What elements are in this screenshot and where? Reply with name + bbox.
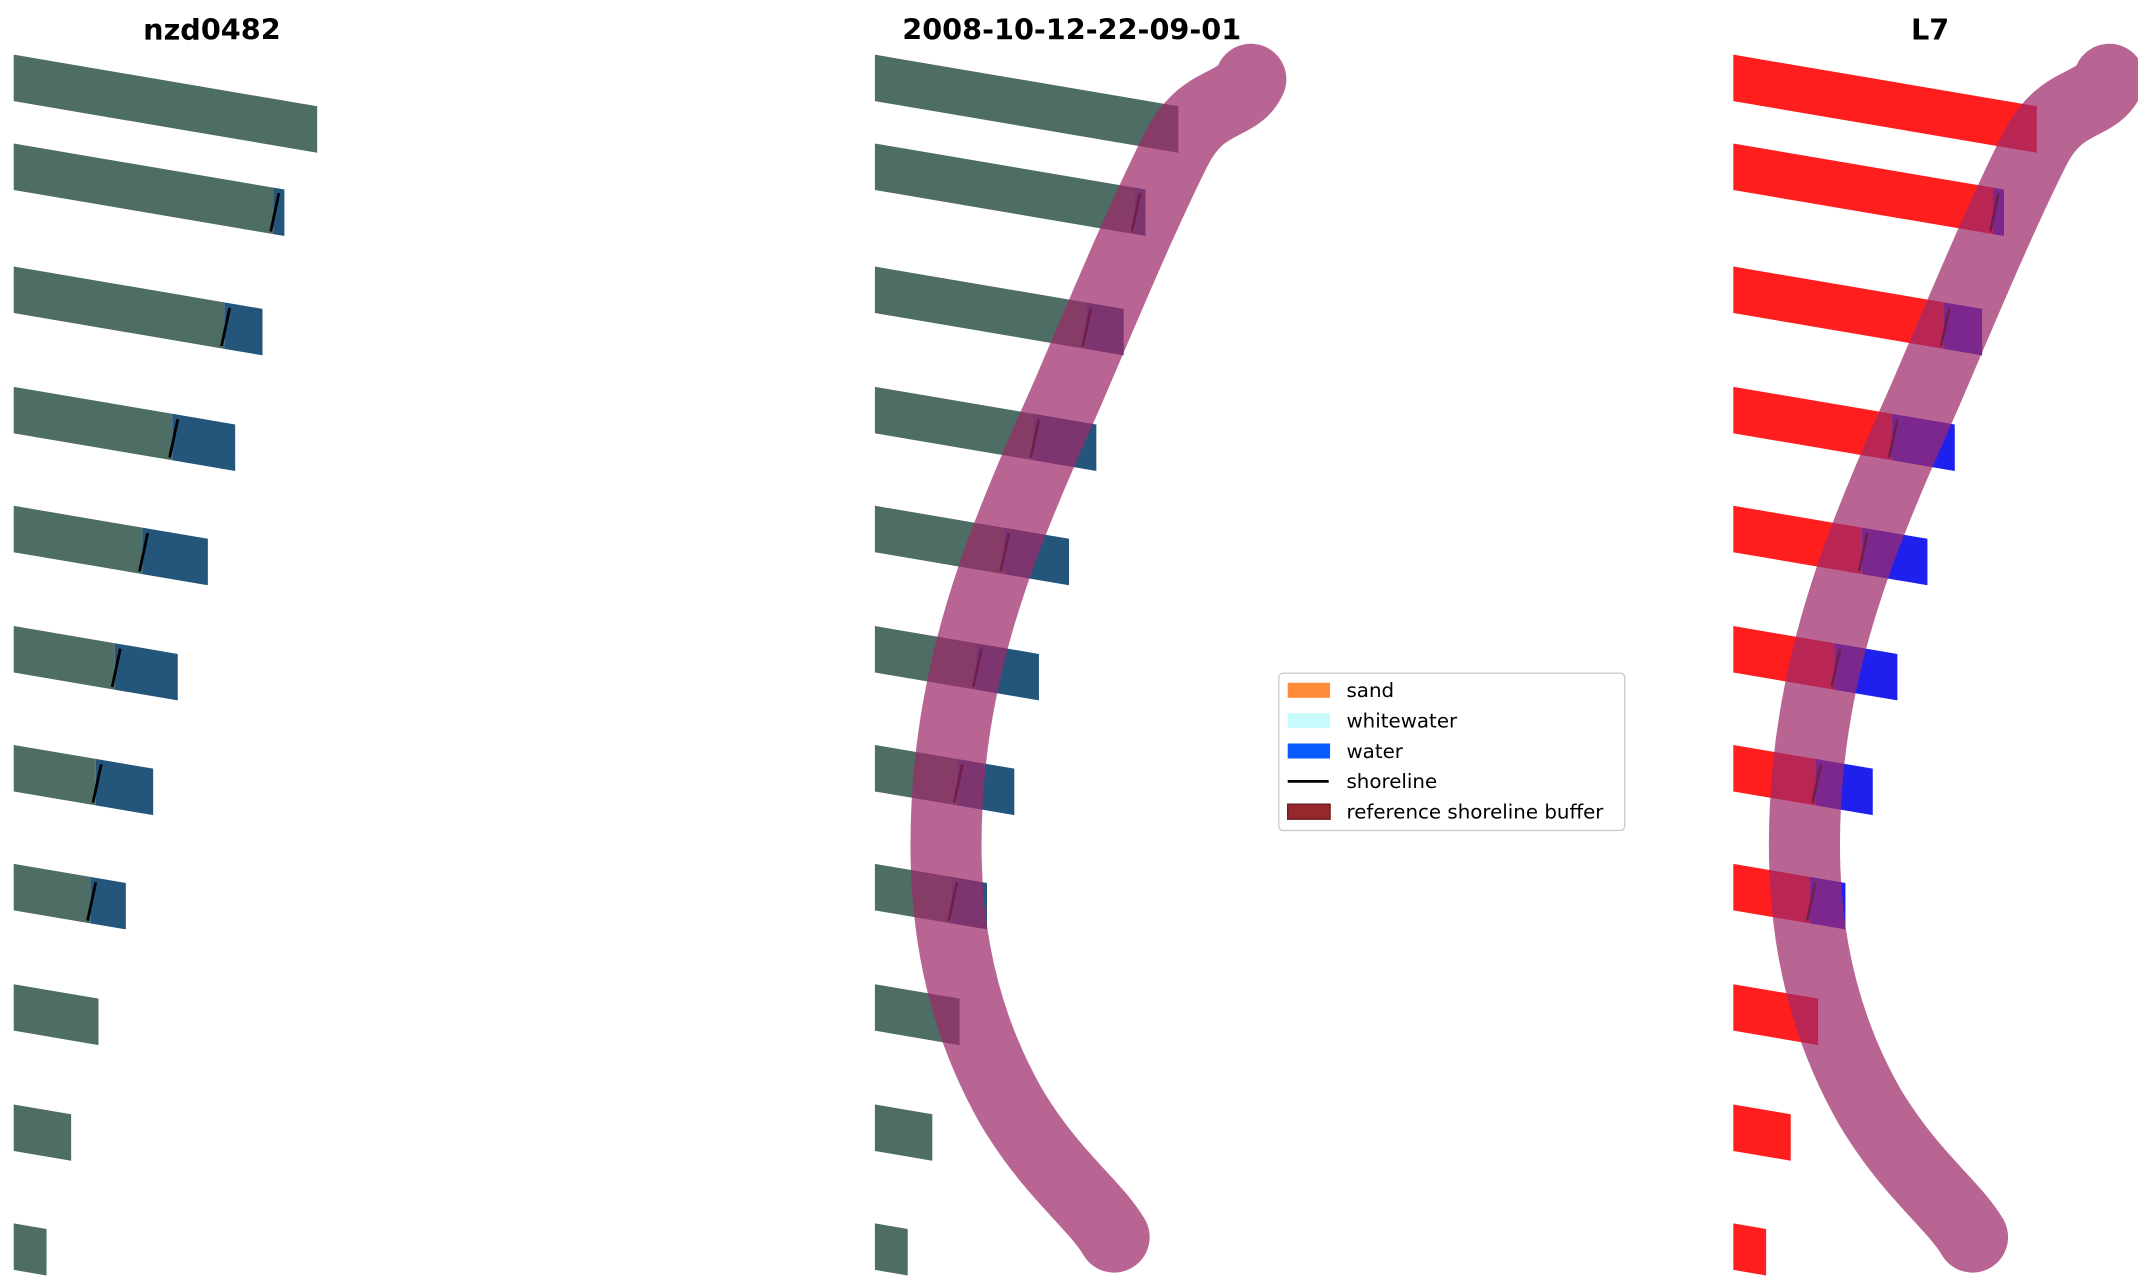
legend-label: reference shoreline buffer: [1346, 801, 1604, 824]
water-strip: [172, 413, 236, 471]
land-strip: [13, 266, 225, 349]
reference-shoreline-buffer: [910, 43, 1287, 1273]
legend-swatch-reference-shoreline-buffer: [1287, 803, 1331, 820]
shoreline: [138, 532, 150, 572]
legend-swatch-whitewater: [1287, 713, 1331, 729]
legend-label: sand: [1346, 679, 1394, 702]
legend-label: water: [1346, 740, 1403, 763]
legend-swatch-sand: [1287, 682, 1331, 698]
land-strip: [1733, 1104, 1791, 1161]
shoreline: [91, 764, 103, 803]
shoreline: [110, 648, 122, 688]
rgb-image-panel: [13, 54, 318, 1276]
land-strip: [874, 54, 1179, 153]
panel-title-middle: 2008-10-12-22-09-01: [902, 13, 1241, 47]
land-strip: [1733, 386, 1892, 461]
land-strip: [13, 744, 96, 806]
legend-label: shoreline: [1346, 770, 1437, 793]
legend-swatch-water: [1287, 743, 1331, 759]
land-strip: [13, 626, 115, 690]
panel-title-left: nzd0482: [143, 13, 281, 47]
land-strip: [1733, 54, 2037, 153]
water-strip: [224, 302, 263, 356]
panel-title-right: L7: [1911, 13, 1949, 47]
land-strip: [13, 143, 274, 235]
land-strip: [13, 1223, 47, 1276]
land-strip: [874, 1104, 933, 1161]
land-strip: [1733, 143, 1994, 235]
water-strip: [90, 876, 126, 930]
legend-label: whitewater: [1346, 709, 1458, 732]
land-strip: [874, 1223, 908, 1276]
land-strip: [1733, 266, 1944, 349]
land-strip: [874, 386, 1034, 461]
legend: sand whitewater water shoreline reference sh…: [1278, 672, 1626, 832]
shoreline: [269, 192, 281, 232]
rgb-buffer-panel: [874, 43, 1287, 1276]
shoreline: [220, 307, 232, 347]
land-strip: [1733, 1223, 1767, 1276]
water-strip: [142, 527, 208, 586]
land-strip: [13, 505, 143, 575]
land-strip: [13, 863, 91, 924]
land-strip: [874, 143, 1135, 235]
shoreline: [168, 418, 180, 458]
shoreline: [86, 882, 98, 921]
land-strip: [874, 266, 1086, 349]
land-strip: [13, 984, 99, 1046]
legend-frame: [1278, 672, 1626, 832]
water-strip: [95, 758, 154, 816]
land-strip: [13, 386, 173, 461]
reference-shoreline-buffer: [1768, 43, 2138, 1273]
classification-panel: [1733, 43, 2138, 1276]
land-strip: [13, 1104, 72, 1161]
water-strip: [114, 643, 178, 701]
land-strip: [13, 54, 318, 153]
